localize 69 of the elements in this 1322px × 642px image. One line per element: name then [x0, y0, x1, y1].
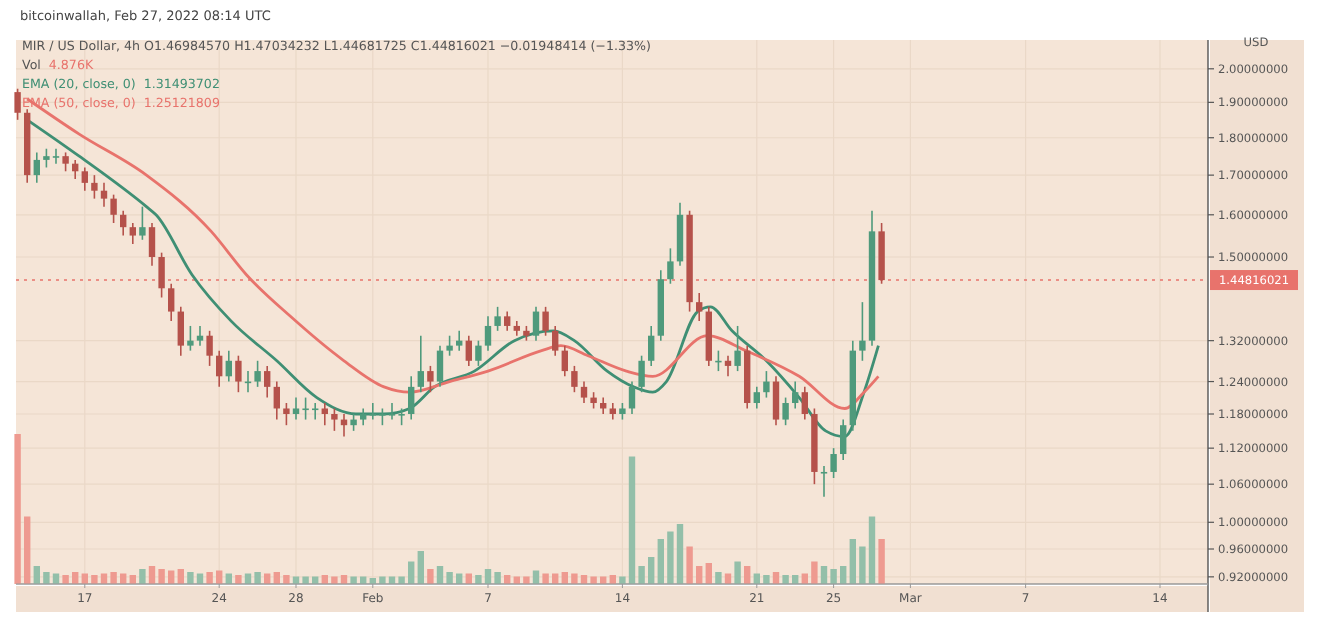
candlestick [408, 375, 415, 421]
candlestick [148, 222, 156, 267]
candlestick [254, 359, 261, 388]
candlestick [110, 193, 117, 224]
candlestick [504, 310, 511, 332]
candlestick [638, 354, 645, 393]
bar [878, 539, 885, 584]
candlestick [91, 174, 98, 200]
candlestick [724, 354, 732, 378]
bar [715, 572, 722, 584]
candlestick [456, 330, 463, 352]
candlestick [206, 330, 213, 367]
candlestick [667, 247, 674, 285]
candlestick [417, 334, 424, 393]
bar [235, 575, 242, 584]
candlestick [187, 325, 194, 352]
candlestick [62, 151, 69, 173]
candlestick [561, 344, 568, 378]
candlestick [283, 402, 290, 426]
candlestick [446, 334, 453, 357]
candlestick [331, 407, 338, 432]
candlestick [648, 325, 655, 367]
bar [427, 569, 434, 584]
candlestick [782, 396, 789, 426]
candlestick [100, 182, 108, 208]
candlestick [196, 325, 204, 347]
candlestick [235, 354, 242, 393]
candlestick [753, 386, 760, 410]
candlestick [120, 209, 127, 237]
candlestick [427, 365, 434, 393]
candlestick [139, 205, 146, 241]
bar [139, 569, 146, 584]
candlestick [494, 306, 501, 332]
candlestick [552, 325, 559, 357]
candlestick [81, 166, 88, 192]
candlestick [763, 370, 770, 399]
candlestick [225, 349, 232, 383]
candlestick [14, 87, 21, 121]
candlestick [465, 334, 472, 367]
candlestick [532, 306, 540, 342]
candlestick [840, 418, 847, 461]
candlestick [830, 447, 837, 479]
candlestick [542, 306, 549, 337]
candlestick [772, 375, 780, 426]
candlestick [696, 292, 703, 322]
candlestick [33, 151, 40, 184]
candlestick [264, 365, 271, 399]
candlestick [168, 282, 175, 322]
candlestick [571, 365, 578, 393]
candlestick [216, 349, 223, 388]
candlestick [177, 306, 184, 357]
candlestick [792, 380, 799, 410]
candlestick [475, 339, 482, 367]
candlestick [801, 386, 808, 421]
candlestick [628, 380, 636, 415]
candlestick [676, 201, 684, 267]
candlestick [734, 325, 741, 372]
candlestick [436, 344, 444, 388]
candlestick [820, 465, 828, 498]
candlestick [129, 222, 136, 245]
bar [417, 551, 424, 584]
bar [734, 561, 741, 584]
candlestick [580, 380, 588, 404]
candlestick [321, 402, 328, 426]
bar [705, 563, 712, 584]
candlestick [158, 251, 165, 299]
candlestick [484, 315, 492, 352]
candlestick [273, 380, 280, 421]
candlestick [859, 301, 866, 362]
